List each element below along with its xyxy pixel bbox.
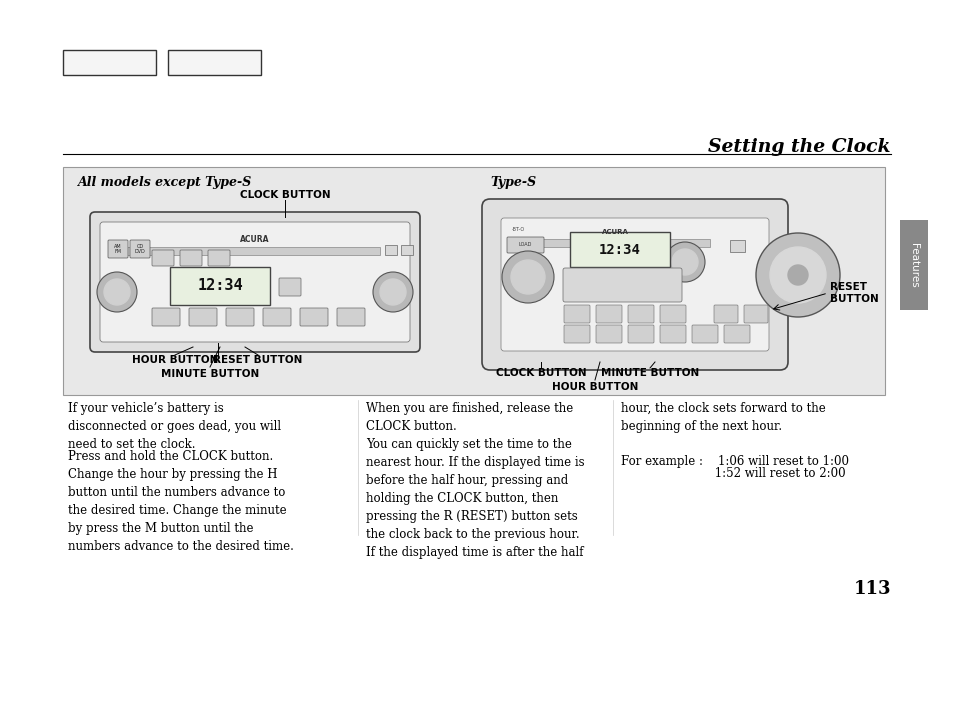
FancyBboxPatch shape [596, 325, 621, 343]
Text: 113: 113 [853, 580, 890, 598]
Text: All models except Type-S: All models except Type-S [78, 176, 252, 189]
Text: AM
FM: AM FM [114, 244, 122, 254]
Bar [63, 167, 884, 395]
Text: If your vehicle’s battery is
disconnected or goes dead, you will
need to set the: If your vehicle’s battery is disconnecte… [68, 402, 281, 451]
Circle shape [97, 272, 137, 312]
Text: 12:34: 12:34 [197, 278, 243, 293]
Text: MINUTE BUTTON: MINUTE BUTTON [600, 368, 699, 378]
FancyBboxPatch shape [299, 308, 328, 326]
Bar [569, 232, 669, 267]
Text: ACURA: ACURA [240, 235, 270, 244]
Bar [385, 245, 396, 255]
Text: HOUR BUTTON: HOUR BUTTON [132, 355, 218, 365]
Circle shape [664, 242, 704, 282]
Circle shape [104, 279, 130, 305]
FancyBboxPatch shape [659, 305, 685, 323]
Bar [539, 239, 709, 247]
Circle shape [501, 251, 554, 303]
Text: Features: Features [908, 243, 918, 288]
FancyBboxPatch shape [596, 305, 621, 323]
Circle shape [787, 265, 807, 285]
FancyBboxPatch shape [152, 308, 180, 326]
Text: When you are finished, release the
CLOCK button.: When you are finished, release the CLOCK… [366, 402, 573, 433]
FancyBboxPatch shape [189, 308, 216, 326]
Bar [63, 50, 156, 75]
Bar [125, 247, 379, 255]
FancyBboxPatch shape [481, 199, 787, 370]
Text: 12:34: 12:34 [598, 243, 640, 257]
FancyBboxPatch shape [659, 325, 685, 343]
FancyBboxPatch shape [278, 278, 301, 296]
FancyBboxPatch shape [500, 218, 768, 351]
Circle shape [755, 233, 840, 317]
Text: ACURA: ACURA [601, 229, 628, 235]
FancyBboxPatch shape [627, 325, 654, 343]
FancyBboxPatch shape [713, 305, 738, 323]
FancyBboxPatch shape [627, 305, 654, 323]
FancyBboxPatch shape [180, 250, 202, 266]
FancyBboxPatch shape [90, 212, 419, 352]
FancyBboxPatch shape [723, 325, 749, 343]
Text: hour, the clock sets forward to the
beginning of the next hour.: hour, the clock sets forward to the begi… [620, 402, 825, 433]
Circle shape [671, 249, 698, 275]
Text: RESET
BUTTON: RESET BUTTON [829, 282, 878, 304]
FancyBboxPatch shape [100, 222, 410, 342]
Text: MINUTE BUTTON: MINUTE BUTTON [161, 369, 259, 379]
Text: -BT-O: -BT-O [512, 227, 524, 232]
FancyBboxPatch shape [263, 308, 291, 326]
FancyBboxPatch shape [563, 305, 589, 323]
Text: You can quickly set the time to the
nearest hour. If the displayed time is
befor: You can quickly set the time to the near… [366, 438, 584, 559]
Text: Type-S: Type-S [490, 176, 536, 189]
Text: 1:52 will reset to 2:00: 1:52 will reset to 2:00 [620, 467, 844, 480]
FancyBboxPatch shape [336, 308, 365, 326]
FancyBboxPatch shape [506, 237, 543, 253]
FancyBboxPatch shape [108, 240, 128, 258]
Text: CLOCK BUTTON: CLOCK BUTTON [496, 368, 586, 378]
Text: HOUR BUTTON: HOUR BUTTON [551, 382, 638, 392]
Circle shape [379, 279, 406, 305]
Bar [899, 220, 927, 310]
Circle shape [373, 272, 413, 312]
FancyBboxPatch shape [563, 325, 589, 343]
FancyBboxPatch shape [130, 240, 150, 258]
Text: CD
DVD: CD DVD [134, 244, 145, 254]
Text: Setting the Clock: Setting the Clock [708, 138, 890, 156]
FancyBboxPatch shape [743, 305, 767, 323]
FancyBboxPatch shape [562, 268, 681, 302]
Text: LOAD: LOAD [517, 243, 531, 248]
Bar [400, 245, 413, 255]
Bar [729, 240, 744, 252]
Circle shape [769, 247, 825, 303]
FancyBboxPatch shape [226, 308, 253, 326]
Text: RESET BUTTON: RESET BUTTON [213, 355, 302, 365]
Bar [170, 267, 270, 305]
Text: For example :    1:06 will reset to 1:00: For example : 1:06 will reset to 1:00 [620, 455, 848, 468]
FancyBboxPatch shape [152, 250, 173, 266]
Circle shape [511, 260, 544, 294]
FancyBboxPatch shape [208, 250, 230, 266]
Text: Press and hold the CLOCK button.
Change the hour by pressing the H
button until : Press and hold the CLOCK button. Change … [68, 450, 294, 553]
FancyBboxPatch shape [691, 325, 718, 343]
Text: CLOCK BUTTON: CLOCK BUTTON [239, 190, 330, 200]
Bar [168, 50, 261, 75]
